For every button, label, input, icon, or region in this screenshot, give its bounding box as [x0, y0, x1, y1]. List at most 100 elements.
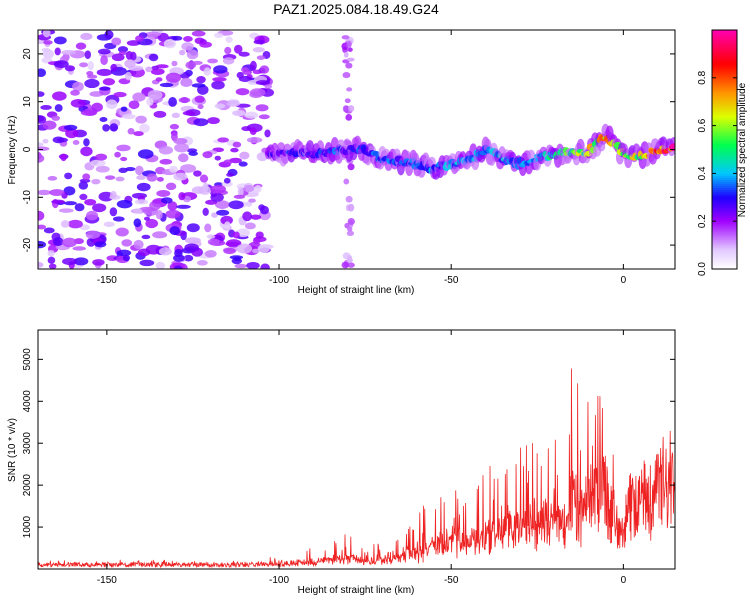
spectrogram-cell	[346, 87, 353, 92]
spectrogram-cell	[252, 69, 262, 75]
colorbar-cell	[712, 59, 737, 63]
spectrogram-cell	[346, 57, 355, 62]
spectrogram-cell	[148, 53, 159, 62]
x-tick-label: -100	[269, 575, 289, 586]
spectrogram-cell	[80, 32, 93, 41]
spectrogram-cell	[204, 249, 217, 258]
colorbar-cell	[712, 87, 737, 91]
spectrogram-cell	[346, 230, 355, 237]
spectrogram-cell	[242, 69, 253, 75]
spectrogram-cell	[90, 159, 106, 167]
colorbar-cell	[712, 119, 737, 123]
spectrogram-cell	[118, 167, 128, 174]
spectrogram-cell	[98, 191, 114, 202]
colorbar-cell	[712, 159, 737, 163]
spectrogram-cell	[139, 123, 150, 133]
spectrogram-cell	[253, 39, 265, 45]
spectrogram-cell	[72, 81, 84, 92]
spectrogram-cell	[38, 146, 50, 151]
spectrogram-cell	[47, 176, 58, 181]
colorbar-cell	[712, 97, 737, 101]
spectrogram-cell	[110, 63, 118, 72]
spectrogram-cell	[43, 227, 55, 234]
spectrogram-cell	[223, 159, 233, 165]
spectrogram-cell	[133, 218, 142, 228]
spectrogram-cell	[42, 30, 51, 38]
spectrogram-cell	[249, 127, 257, 136]
spectrogram-cell	[203, 67, 211, 76]
colorbar-cell	[712, 83, 737, 87]
spectrogram-cell	[41, 47, 51, 53]
spectrogram-cell	[347, 262, 355, 268]
spectrogram-cell	[146, 173, 158, 182]
spectrogram-cell	[165, 72, 182, 83]
spectrogram-cell	[229, 157, 242, 164]
spectrogram-cell	[210, 192, 224, 202]
spectrogram-cell	[63, 201, 77, 206]
spectrogram-cell	[204, 223, 212, 233]
colorbar-cell	[712, 45, 737, 49]
spectrogram-cell	[193, 170, 202, 177]
colorbar-cell	[712, 257, 737, 260]
spectrogram-cell	[132, 208, 143, 214]
colorbar-cell	[712, 129, 737, 133]
spectrogram-cell	[146, 97, 154, 106]
spectrogram-cell	[51, 199, 66, 204]
spectrogram-cell	[344, 98, 351, 104]
colorbar-tick-label: 0.8	[697, 70, 708, 84]
spectrogram-cell	[239, 151, 250, 160]
colorbar-cell	[712, 51, 737, 55]
spectrogram-cell	[345, 114, 353, 121]
spectrogram-cell	[53, 36, 67, 45]
spectrogram-cell	[244, 222, 256, 230]
spectrogram-cell	[38, 240, 47, 249]
spectrogram-cell	[264, 129, 271, 138]
spectrogram-cell	[161, 197, 173, 204]
colorbar-cell	[712, 127, 737, 131]
spectrogram-cell	[173, 172, 188, 181]
colorbar-cell	[712, 115, 737, 119]
colorbar-cell	[712, 225, 737, 228]
spectrogram-cell	[167, 201, 178, 211]
spectrogram-cell	[102, 78, 116, 86]
colorbar-cell	[712, 99, 737, 103]
spectrogram-cell	[249, 88, 266, 97]
colorbar-cell	[712, 173, 737, 176]
spectrogram-cell	[38, 91, 45, 97]
spectrogram-cell	[64, 172, 73, 180]
spectrogram-cell	[139, 259, 155, 267]
spectrogram-cell	[236, 71, 244, 79]
spectrogram-cell	[82, 173, 91, 181]
colorbar-cell	[712, 61, 737, 65]
spectrogram-cell	[158, 247, 172, 256]
colorbar-tick-label: 0.0	[697, 262, 708, 276]
spectrogram-cell	[79, 62, 89, 68]
spectrogram-cell	[145, 66, 153, 73]
colorbar-cell	[712, 57, 737, 61]
spectrogram-cell	[38, 189, 52, 196]
spectrogram-cell	[226, 239, 242, 248]
colorbar-cell	[712, 237, 737, 240]
colorbar-cell	[712, 117, 737, 121]
spectrogram-cell	[62, 237, 77, 248]
colorbar-cell	[712, 149, 737, 153]
spectrogram-cell	[155, 209, 163, 220]
spectrogram-cell	[342, 71, 351, 79]
spectrogram-cell	[207, 117, 220, 125]
spectrogram-cell	[159, 158, 173, 165]
spectrogram-cell	[249, 60, 257, 71]
snr-frame	[37, 329, 676, 570]
spectrogram-cell	[347, 217, 355, 226]
colorbar-cell	[712, 121, 737, 125]
spectrogram-cell	[211, 212, 218, 218]
colorbar-cell	[712, 157, 737, 161]
spectrogram-cell	[109, 207, 118, 217]
colorbar-cell	[712, 229, 737, 232]
spectrogram-cell	[156, 176, 164, 182]
spectrogram-cell	[199, 41, 212, 48]
spectrogram-cell	[185, 61, 197, 69]
spectrogram-cell	[168, 97, 177, 107]
spectrogram-cell	[38, 68, 47, 77]
spectrogram-cell	[306, 140, 315, 153]
spectrogram-cell	[159, 82, 174, 88]
